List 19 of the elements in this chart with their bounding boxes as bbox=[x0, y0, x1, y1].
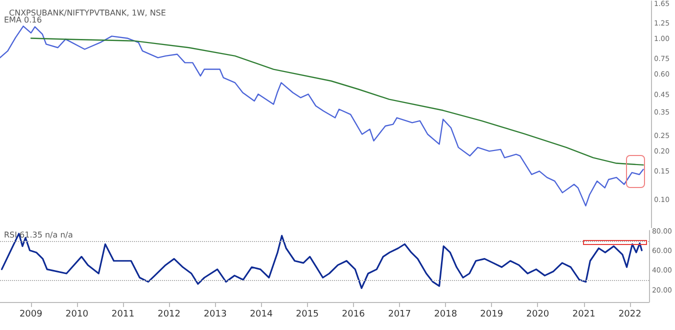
x-tick-label: 2015 bbox=[296, 310, 319, 320]
line-series bbox=[0, 26, 644, 206]
x-tick-label: 2021 bbox=[572, 310, 596, 320]
line-series bbox=[0, 232, 643, 289]
x-tick-label: 2012 bbox=[158, 310, 181, 320]
x-tick-label: 2009 bbox=[19, 310, 43, 320]
annotation: RSI 61.35 n/a n/a bbox=[4, 230, 73, 240]
x-tick-label: 2020 bbox=[526, 310, 550, 320]
annotation: EMA 0.16 bbox=[4, 16, 42, 24]
x-tick-label: 2010 bbox=[66, 310, 89, 320]
x-tick-label: 2016 bbox=[342, 310, 366, 320]
text: CNXPSUBANK/NIFTYPVTBANK, 1W, NSE bbox=[9, 8, 166, 18]
x-tick-label: 2017 bbox=[388, 310, 411, 320]
x-tick-label: 2018 bbox=[434, 310, 458, 320]
x-tick-label: 2013 bbox=[204, 310, 227, 320]
x-tick-label: 2014 bbox=[250, 310, 273, 320]
x-tick-label: 2011 bbox=[112, 310, 134, 320]
x-tick-label: 2022 bbox=[618, 310, 642, 320]
x-tick-label: 2019 bbox=[480, 310, 504, 320]
